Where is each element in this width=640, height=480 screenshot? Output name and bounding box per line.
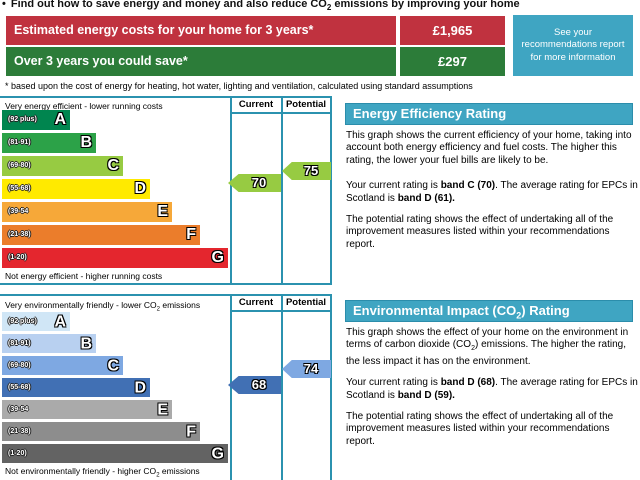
- potential-column-header: Potential: [285, 99, 327, 110]
- band-range-label: (39-54: [8, 406, 29, 413]
- band-letter: C: [107, 357, 119, 374]
- current-column-header: Current: [238, 99, 274, 110]
- band-letter: D: [134, 180, 146, 197]
- potential-rating-arrow: 74: [282, 360, 331, 378]
- estimated-costs-value: £1,965: [400, 16, 505, 45]
- band-range-label: (92 plus): [8, 116, 37, 123]
- band-letter: D: [134, 379, 146, 396]
- band-range-label: (39-54: [8, 208, 29, 215]
- potential-rating-arrow: 75: [282, 162, 331, 180]
- band-f: (21-38) F: [2, 422, 200, 441]
- band-letter: A: [54, 111, 66, 128]
- band-a: (92 plus) A: [2, 312, 70, 331]
- energy-paragraph-2: Your current rating is band C (70). The …: [346, 180, 638, 204]
- band-range-label: (55-68): [8, 185, 31, 192]
- band-c: (69-80) C: [2, 356, 123, 375]
- environmental-impact-rating-header: Environmental Impact (CO2) Rating: [345, 300, 633, 322]
- band-e: (39-54 E: [2, 202, 172, 222]
- band-letter: G: [211, 249, 224, 266]
- potential-column-header: Potential: [285, 297, 327, 308]
- energy-efficiency-description: This graph shows the current efficiency …: [346, 130, 638, 260]
- band-range-label: (1-20): [8, 254, 27, 261]
- column-divider: [330, 98, 332, 283]
- band-f: (21-38) F: [2, 225, 200, 245]
- band-range-label: (1-20): [8, 450, 27, 457]
- band-range-label: (81-91): [8, 340, 31, 347]
- chart-top-caption: Very energy efficient - lower running co…: [5, 101, 163, 111]
- band-range-label: (69-80): [8, 162, 31, 169]
- band-e: (39-54 E: [2, 400, 172, 419]
- environment-paragraph-2: Your current rating is band D (68). The …: [346, 377, 638, 401]
- environment-paragraph-1: This graph shows the effect of your home…: [346, 327, 629, 367]
- band-letter: A: [54, 313, 66, 330]
- column-divider: [281, 296, 283, 480]
- band-range-label: (81-91): [8, 139, 31, 146]
- band-letter: B: [80, 335, 92, 352]
- band-letter: C: [107, 157, 119, 174]
- page-title: • Find out how to save energy and money a…: [2, 0, 520, 13]
- band-g: (1-20) G: [2, 248, 228, 268]
- column-divider: [281, 98, 283, 283]
- band-d: (55-68) D: [2, 378, 150, 397]
- band-range-label: (55-68): [8, 384, 31, 391]
- energy-paragraph-3: The potential rating shows the effect of…: [346, 214, 614, 250]
- chart-top-caption: Very environmentally friendly - lower CO…: [5, 300, 201, 313]
- recommendations-info-box[interactable]: See your recommendations report for more…: [513, 15, 633, 76]
- band-letter: F: [186, 226, 196, 243]
- band-range-label: (69-80): [8, 362, 31, 369]
- current-column-header: Current: [238, 297, 274, 308]
- savings-label: Over 3 years you could save*: [6, 47, 396, 76]
- band-letter: G: [211, 445, 224, 462]
- environmental-impact-chart: Very environmentally friendly - lower CO…: [0, 294, 332, 480]
- column-header-underline: [230, 112, 332, 114]
- estimated-costs-label: Estimated energy costs for your home for…: [6, 16, 396, 45]
- environment-paragraph-3: The potential rating shows the effect of…: [346, 411, 614, 447]
- band-range-label: (92 plus): [8, 318, 37, 325]
- band-range-label: (21-38): [8, 231, 31, 238]
- band-c: (69-80) C: [2, 156, 123, 176]
- environmental-impact-description: This graph shows the effect of your home…: [346, 327, 638, 457]
- current-rating-arrow: 70: [228, 174, 281, 192]
- chart-bottom-caption: Not environmentally friendly - higher CO…: [5, 466, 200, 479]
- page-title-text: Find out how to save energy and money an…: [10, 0, 327, 10]
- column-divider: [230, 98, 232, 283]
- chart-bottom-caption: Not energy efficient - higher running co…: [5, 271, 163, 281]
- bullet-icon: •: [2, 0, 6, 10]
- band-range-label: (21-38): [8, 428, 31, 435]
- band-b: (81-91) B: [2, 334, 96, 353]
- column-divider: [330, 296, 332, 480]
- savings-value: £297: [400, 47, 505, 76]
- band-letter: F: [186, 423, 196, 440]
- band-b: (81-91) B: [2, 133, 96, 153]
- band-g: (1-20) G: [2, 444, 228, 463]
- column-header-underline: [230, 310, 332, 312]
- band-a: (92 plus) A: [2, 110, 70, 130]
- band-d: (55-68) D: [2, 179, 150, 199]
- band-letter: E: [157, 203, 168, 220]
- current-rating-arrow: 68: [228, 376, 281, 394]
- cost-footnote: * based upon the cost of energy for heat…: [5, 81, 473, 91]
- energy-efficiency-chart: Very energy efficient - lower running co…: [0, 96, 332, 285]
- energy-paragraph-1: This graph shows the current efficiency …: [346, 130, 632, 166]
- column-divider: [230, 296, 232, 480]
- energy-efficiency-rating-header: Energy Efficiency Rating: [345, 103, 633, 125]
- band-letter: E: [157, 401, 168, 418]
- band-letter: B: [80, 134, 92, 151]
